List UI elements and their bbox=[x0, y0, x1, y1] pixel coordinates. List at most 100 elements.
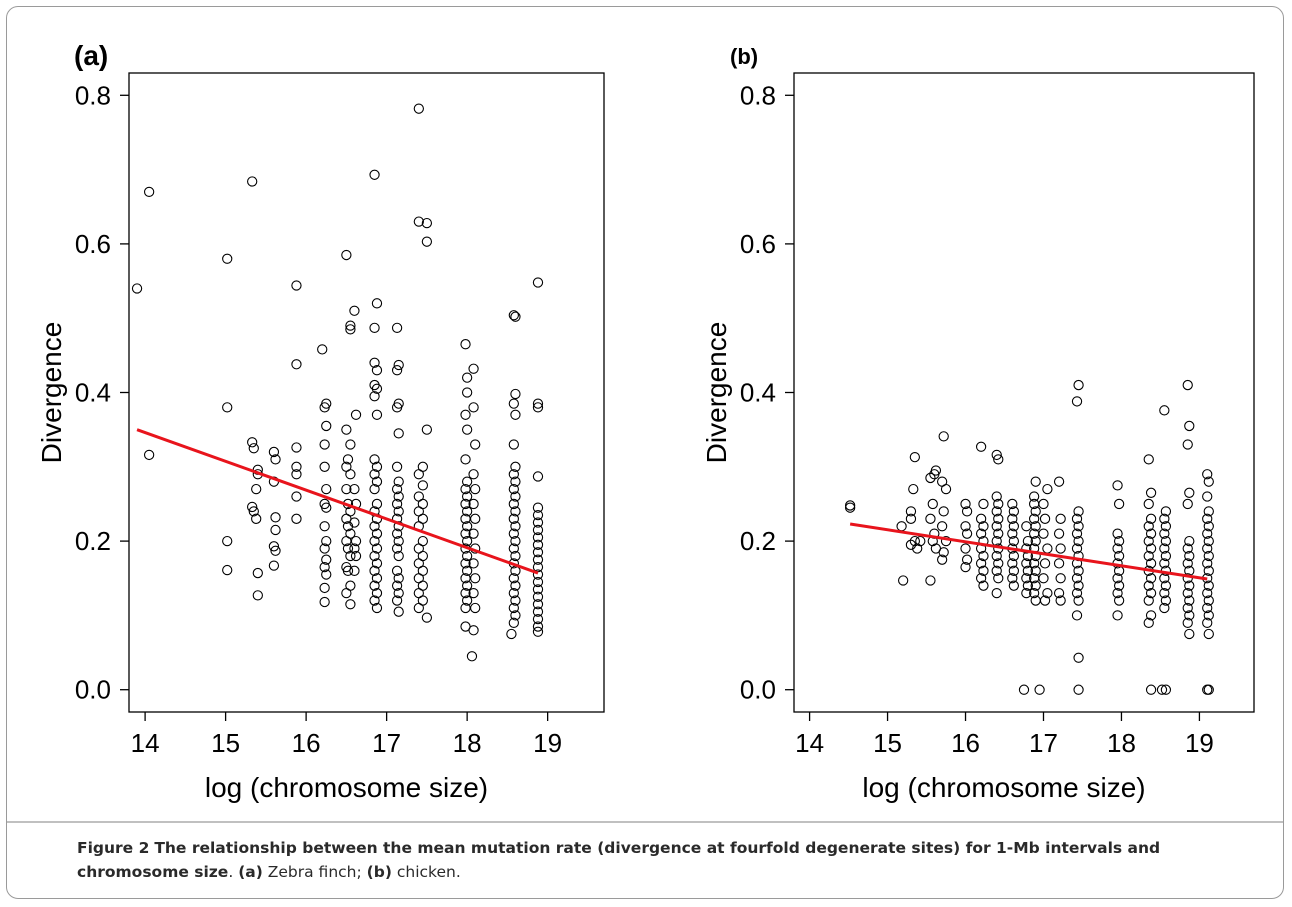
data-point bbox=[369, 169, 380, 180]
data-point bbox=[927, 498, 938, 510]
data-point bbox=[993, 528, 1004, 539]
data-point bbox=[1007, 573, 1018, 584]
data-point bbox=[532, 569, 544, 580]
data-point bbox=[1053, 528, 1065, 539]
data-point bbox=[248, 506, 259, 517]
data-point bbox=[371, 365, 383, 376]
data-point bbox=[1113, 498, 1125, 510]
data-point bbox=[844, 500, 856, 511]
data-point bbox=[393, 550, 404, 562]
data-point bbox=[341, 587, 352, 599]
data-point bbox=[1030, 521, 1041, 532]
data-point bbox=[1007, 498, 1018, 510]
data-point bbox=[391, 565, 403, 576]
data-point bbox=[391, 322, 403, 334]
data-point bbox=[1071, 573, 1083, 584]
data-point bbox=[1203, 476, 1214, 487]
data-point bbox=[1202, 528, 1213, 539]
data-point bbox=[1112, 480, 1123, 491]
data-point bbox=[466, 651, 478, 662]
data-point bbox=[222, 253, 233, 264]
data-point bbox=[532, 621, 544, 632]
data-point bbox=[369, 357, 380, 368]
data-point bbox=[413, 602, 424, 614]
data-point bbox=[991, 506, 1002, 517]
data-point bbox=[510, 610, 521, 621]
data-point bbox=[1028, 513, 1040, 524]
data-point bbox=[369, 521, 380, 532]
data-point bbox=[960, 498, 971, 510]
data-point bbox=[393, 506, 404, 517]
data-point bbox=[938, 547, 949, 558]
data-point bbox=[1184, 580, 1195, 591]
data-point bbox=[532, 539, 544, 550]
data-point bbox=[460, 558, 471, 569]
x-tick-label: 18 bbox=[453, 728, 482, 758]
data-point bbox=[349, 483, 360, 495]
data-point bbox=[508, 617, 519, 628]
figure-frame bbox=[6, 6, 1284, 899]
data-point bbox=[222, 402, 233, 413]
data-point bbox=[508, 439, 519, 450]
data-point bbox=[1039, 595, 1051, 606]
data-point bbox=[1021, 587, 1032, 599]
data-point bbox=[1022, 580, 1034, 591]
x-axis-label: log (chromosome size) bbox=[862, 772, 1145, 803]
data-point bbox=[1143, 498, 1154, 510]
data-point bbox=[345, 320, 356, 331]
data-point bbox=[991, 491, 1002, 502]
data-point bbox=[468, 498, 479, 510]
data-point bbox=[1159, 602, 1170, 614]
data-point bbox=[393, 428, 404, 439]
data-point bbox=[371, 558, 383, 569]
data-point bbox=[1182, 617, 1193, 628]
data-point bbox=[345, 599, 356, 610]
regression-line bbox=[849, 522, 1208, 581]
data-point bbox=[1203, 595, 1214, 606]
data-point bbox=[975, 528, 987, 539]
data-point bbox=[341, 249, 352, 261]
data-point bbox=[508, 513, 519, 524]
data-point bbox=[1143, 535, 1154, 547]
data-point bbox=[1203, 684, 1214, 695]
data-point bbox=[319, 596, 330, 608]
data-point bbox=[291, 442, 302, 453]
data-point bbox=[938, 506, 949, 517]
data-point bbox=[369, 550, 380, 562]
data-point bbox=[506, 628, 517, 640]
data-point bbox=[319, 461, 330, 472]
data-point bbox=[1073, 595, 1084, 606]
y-tick-label: 0.0 bbox=[75, 675, 111, 705]
caption-part-a-text: Zebra finch; bbox=[267, 863, 362, 881]
data-point bbox=[349, 543, 360, 554]
data-point bbox=[417, 480, 429, 491]
data-point bbox=[291, 469, 302, 480]
data-point bbox=[1028, 491, 1040, 502]
data-point bbox=[268, 541, 280, 552]
data-point bbox=[461, 580, 473, 591]
data-point bbox=[251, 483, 262, 495]
data-point bbox=[342, 521, 354, 532]
y-tick-label: 0.4 bbox=[75, 378, 111, 408]
data-point bbox=[371, 409, 383, 420]
data-point bbox=[143, 186, 155, 198]
data-point bbox=[993, 513, 1004, 524]
y-axis-label: Divergence bbox=[701, 322, 732, 464]
data-point bbox=[460, 528, 471, 539]
data-point bbox=[1053, 476, 1065, 487]
data-point bbox=[510, 506, 521, 517]
data-point bbox=[369, 391, 380, 402]
data-point bbox=[1112, 610, 1123, 621]
data-point bbox=[909, 535, 920, 547]
data-point bbox=[391, 461, 403, 472]
data-point bbox=[461, 565, 473, 576]
data-point bbox=[342, 543, 354, 554]
data-point bbox=[321, 554, 332, 565]
data-point bbox=[391, 483, 403, 495]
data-point bbox=[321, 535, 332, 547]
data-point bbox=[1042, 587, 1053, 599]
data-point bbox=[909, 451, 920, 463]
data-point bbox=[1008, 565, 1020, 576]
data-point bbox=[461, 424, 473, 435]
data-point bbox=[1184, 595, 1195, 606]
